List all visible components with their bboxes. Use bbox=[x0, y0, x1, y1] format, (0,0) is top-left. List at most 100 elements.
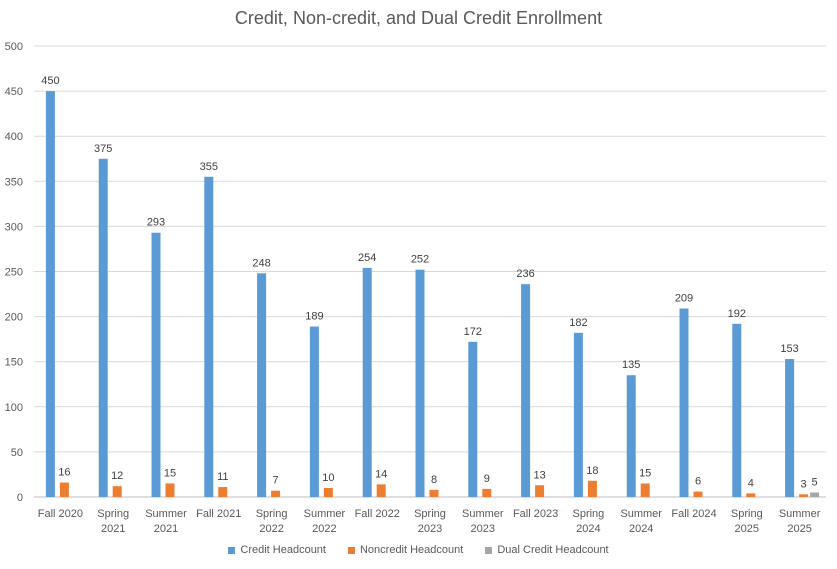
data-label: 450 bbox=[41, 75, 59, 87]
bar-credit-headcount bbox=[45, 91, 55, 497]
data-label: 16 bbox=[58, 467, 70, 479]
data-label: 15 bbox=[639, 467, 651, 479]
bar-credit-headcount bbox=[151, 232, 161, 498]
data-label: 15 bbox=[164, 467, 176, 479]
data-label: 3 bbox=[801, 478, 807, 490]
x-tick-label: Fall 2020 bbox=[38, 508, 83, 520]
bar-noncredit-headcount bbox=[112, 486, 122, 497]
bar-noncredit-headcount bbox=[59, 482, 69, 497]
legend-swatch bbox=[485, 546, 493, 554]
data-label: 13 bbox=[533, 469, 545, 481]
legend-item: Credit Headcount bbox=[228, 544, 326, 556]
x-tick-label: Summer 2024 bbox=[620, 508, 662, 535]
bar-noncredit-headcount bbox=[271, 490, 281, 497]
bar-noncredit-headcount bbox=[218, 487, 228, 497]
x-tick-label: Summer 2021 bbox=[145, 508, 187, 535]
data-label: 248 bbox=[252, 257, 270, 269]
data-label: 254 bbox=[358, 252, 376, 264]
data-label: 5 bbox=[812, 476, 818, 488]
data-label: 153 bbox=[780, 343, 798, 355]
legend-label: Dual Credit Headcount bbox=[497, 544, 609, 556]
data-label: 355 bbox=[200, 161, 218, 173]
data-label: 7 bbox=[273, 475, 279, 487]
x-tick-label: Spring 2025 bbox=[731, 508, 763, 535]
data-label: 8 bbox=[431, 474, 437, 486]
data-label: 6 bbox=[695, 476, 701, 488]
chart-title: Credit, Non-credit, and Dual Credit Enro… bbox=[234, 8, 603, 28]
data-label: 172 bbox=[464, 326, 482, 338]
data-label: 189 bbox=[305, 311, 323, 323]
legend-item: Dual Credit Headcount bbox=[485, 544, 609, 556]
x-tick-label: Spring 2022 bbox=[256, 508, 288, 535]
x-tick-label: Fall 2022 bbox=[355, 508, 400, 520]
x-tick-label: Fall 2021 bbox=[196, 508, 241, 520]
legend-item: Noncredit Headcount bbox=[347, 544, 464, 556]
y-tick-label: 0 bbox=[17, 492, 23, 504]
bar-credit-headcount bbox=[204, 176, 214, 498]
bar-noncredit-headcount bbox=[640, 483, 650, 497]
data-label: 4 bbox=[748, 477, 754, 489]
bar-credit-headcount bbox=[732, 323, 742, 497]
data-label: 192 bbox=[728, 308, 746, 320]
y-tick-label: 250 bbox=[5, 267, 23, 279]
bar-credit-headcount bbox=[521, 284, 531, 497]
y-tick-label: 100 bbox=[5, 402, 23, 414]
bar-noncredit-headcount bbox=[323, 487, 333, 497]
bar-credit-headcount bbox=[309, 326, 319, 497]
y-tick-label: 200 bbox=[5, 312, 23, 324]
data-label: 11 bbox=[217, 471, 228, 483]
data-label: 12 bbox=[111, 470, 123, 482]
data-label: 209 bbox=[675, 292, 693, 304]
bar-noncredit-headcount bbox=[376, 484, 386, 497]
x-tick-label: Spring 2024 bbox=[573, 508, 605, 535]
x-tick-label: Fall 2024 bbox=[671, 508, 716, 520]
data-label: 182 bbox=[569, 317, 587, 329]
bar-credit-headcount bbox=[415, 269, 425, 497]
data-label: 9 bbox=[484, 473, 490, 485]
data-label: 18 bbox=[586, 465, 598, 477]
x-tick-label: Spring 2023 bbox=[414, 508, 446, 535]
bar-credit-headcount bbox=[679, 308, 689, 497]
chart-legend: Credit Headcount Noncredit Headcount Dual … bbox=[0, 544, 837, 556]
bar-noncredit-headcount bbox=[165, 483, 175, 497]
bar-noncredit-headcount bbox=[799, 494, 809, 497]
bar-noncredit-headcount bbox=[693, 491, 703, 497]
legend-label: Credit Headcount bbox=[240, 544, 326, 556]
data-label: 252 bbox=[411, 254, 429, 266]
data-label: 14 bbox=[375, 468, 387, 480]
y-tick-label: 500 bbox=[5, 41, 23, 53]
bar-noncredit-headcount bbox=[482, 488, 492, 497]
y-tick-label: 150 bbox=[5, 357, 23, 369]
bar-dual-credit-headcount bbox=[810, 492, 820, 497]
x-tick-label: Summer 2025 bbox=[779, 508, 821, 535]
y-tick-label: 400 bbox=[5, 131, 23, 143]
x-tick-label: Spring 2021 bbox=[97, 508, 129, 535]
legend-label: Noncredit Headcount bbox=[359, 544, 464, 556]
bar-credit-headcount bbox=[98, 158, 108, 497]
bar-noncredit-headcount bbox=[746, 493, 756, 497]
x-tick-label: Summer 2022 bbox=[304, 508, 346, 535]
chart-plot: 0 50 100 150 200 250 300 350 400 450 500 450 16 Fall … bbox=[5, 41, 826, 535]
bar-credit-headcount bbox=[257, 273, 267, 497]
bar-noncredit-headcount bbox=[587, 480, 597, 497]
y-tick-label: 300 bbox=[5, 221, 23, 233]
bar-credit-headcount bbox=[785, 358, 795, 497]
bar-credit-headcount bbox=[468, 341, 478, 497]
bar-credit-headcount bbox=[626, 375, 636, 497]
bar-noncredit-headcount bbox=[535, 485, 545, 497]
y-tick-label: 450 bbox=[5, 86, 23, 98]
data-label: 293 bbox=[147, 217, 165, 229]
x-tick-label: Fall 2023 bbox=[513, 508, 558, 520]
bar-noncredit-headcount bbox=[429, 489, 439, 497]
bar-credit-headcount bbox=[362, 267, 372, 497]
legend-swatch bbox=[228, 546, 236, 554]
y-tick-label: 50 bbox=[11, 447, 23, 459]
data-label: 375 bbox=[94, 143, 112, 155]
x-tick-label: Summer 2023 bbox=[462, 508, 504, 535]
y-tick-label: 350 bbox=[5, 176, 23, 188]
legend-swatch bbox=[347, 546, 355, 554]
bar-credit-headcount bbox=[573, 332, 583, 497]
data-label: 135 bbox=[622, 359, 640, 371]
data-label: 236 bbox=[516, 268, 534, 280]
data-label: 10 bbox=[322, 472, 334, 484]
